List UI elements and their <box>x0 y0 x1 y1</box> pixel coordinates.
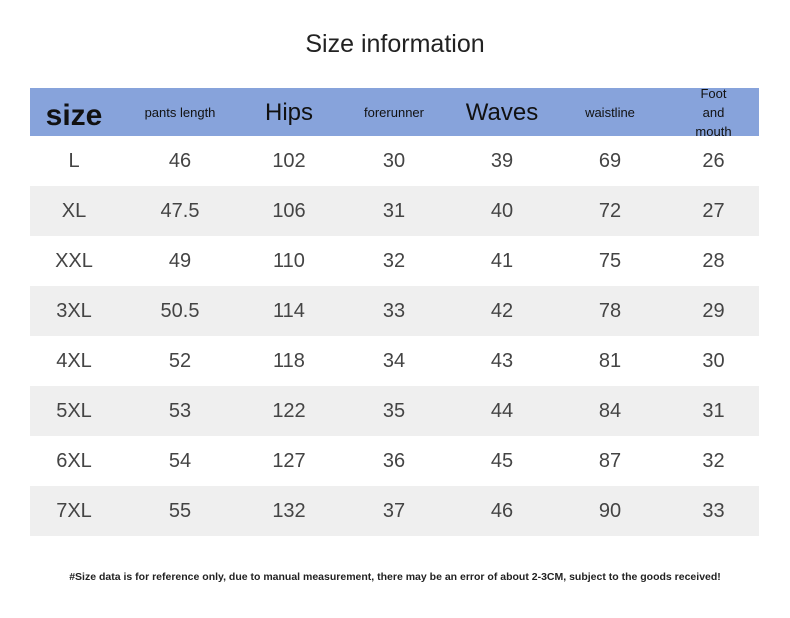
table-cell: XXL <box>55 249 93 272</box>
title: Size information <box>305 30 485 58</box>
table-cell: 90 <box>598 499 622 522</box>
table-cell: 72 <box>598 199 622 222</box>
footnote: #Size data is for reference only, due to… <box>69 571 721 583</box>
table-cell: 46 <box>490 499 514 522</box>
table-cell: 50.5 <box>160 299 200 322</box>
table-cell: 35 <box>382 399 406 422</box>
table-cell: 43 <box>490 349 514 372</box>
table-cell: 52 <box>168 349 192 372</box>
table-cell: 49 <box>168 249 192 272</box>
table-cell: 41 <box>490 249 514 272</box>
table-cell: 132 <box>272 499 306 522</box>
header-cell: Hips <box>264 98 313 126</box>
table-cell: 55 <box>168 499 192 522</box>
size-table: size pants length Hips forerunner Waves … <box>30 86 759 536</box>
table-cell: 110 <box>273 249 305 272</box>
table-cell: 78 <box>598 299 622 322</box>
table-cell: 5XL <box>56 399 92 422</box>
table-cell: 87 <box>598 449 622 472</box>
header-cell: forerunner <box>364 104 424 120</box>
table-cell: 44 <box>490 399 514 422</box>
table-cell: 127 <box>272 449 306 472</box>
table-cell: 30 <box>702 349 725 372</box>
table-cell: 122 <box>272 399 306 422</box>
table-cell: 81 <box>598 349 622 372</box>
table-cell: 37 <box>382 499 406 522</box>
table-cell: 54 <box>168 449 192 472</box>
table-cell: 30 <box>382 149 406 172</box>
table-row: 4XL 52 118 34 43 81 30 <box>30 336 759 386</box>
table-row: XL 47.5 106 31 40 72 27 <box>30 186 759 236</box>
header-row: size pants length Hips forerunner Waves … <box>30 86 759 139</box>
header-cell: Foot and mouth <box>695 85 732 139</box>
table-cell: 26 <box>702 149 725 172</box>
table-cell: 40 <box>490 199 514 222</box>
table-cell: 118 <box>273 349 305 372</box>
table-cell: XL <box>61 199 87 222</box>
table-cell: 28 <box>702 249 725 272</box>
header-cell: size <box>45 98 103 132</box>
table-row: XXL 49 110 32 41 75 28 <box>30 236 759 286</box>
table-cell: 33 <box>702 499 725 522</box>
table-cell: 114 <box>273 299 305 322</box>
table-cell: 46 <box>168 149 192 172</box>
table-cell: 39 <box>490 149 514 172</box>
table-cell: 29 <box>702 299 725 322</box>
table-cell: 84 <box>598 399 622 422</box>
table-cell: L <box>68 149 80 172</box>
table-cell: 3XL <box>56 299 92 322</box>
table-cell: 106 <box>272 199 306 222</box>
table-cell: 36 <box>382 449 406 472</box>
header-cell: Waves <box>465 98 539 126</box>
table-row: L 46 102 30 39 69 26 <box>30 136 759 186</box>
table-cell: 47.5 <box>160 199 200 222</box>
table-cell: 102 <box>272 149 306 172</box>
table-cell: 45 <box>490 449 514 472</box>
table-row: 3XL 50.5 114 33 42 78 29 <box>30 286 759 336</box>
table-cell: 4XL <box>56 349 92 372</box>
table-cell: 75 <box>598 249 622 272</box>
table-cell: 53 <box>168 399 192 422</box>
header-cell: waistline <box>585 104 635 120</box>
table-cell: 34 <box>382 349 406 372</box>
table-cell: 27 <box>702 199 725 222</box>
table-row: 6XL 54 127 36 45 87 32 <box>30 436 759 486</box>
table-cell: 6XL <box>56 449 92 472</box>
table-cell: 31 <box>702 399 725 422</box>
table-cell: 33 <box>382 299 406 322</box>
table-row: 7XL 55 132 37 46 90 33 <box>30 486 759 536</box>
table-cell: 7XL <box>56 499 92 522</box>
table-cell: 32 <box>702 449 725 472</box>
table-cell: 42 <box>490 299 514 322</box>
table-cell: 32 <box>382 249 406 272</box>
table-cell: 31 <box>382 199 406 222</box>
table-cell: 69 <box>598 149 622 172</box>
table-row: 5XL 53 122 35 44 84 31 <box>30 386 759 436</box>
header-cell: pants length <box>144 104 216 120</box>
